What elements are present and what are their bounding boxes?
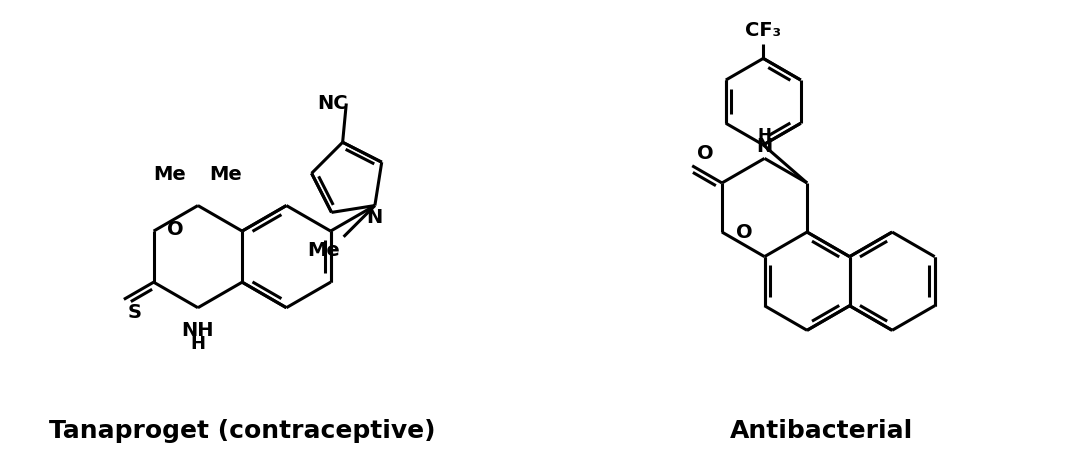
- Text: N: N: [367, 209, 383, 228]
- Text: Tanaproget (contraceptive): Tanaproget (contraceptive): [49, 419, 436, 443]
- Text: Me: Me: [306, 241, 340, 260]
- Text: N: N: [756, 137, 773, 156]
- Text: NH: NH: [181, 321, 214, 340]
- Text: H: H: [190, 335, 205, 353]
- Text: O: O: [167, 219, 185, 239]
- Text: O: O: [736, 223, 752, 242]
- Text: O: O: [697, 144, 713, 163]
- Text: CF₃: CF₃: [746, 21, 781, 40]
- Text: Me: Me: [153, 165, 186, 184]
- Text: Antibacterial: Antibacterial: [730, 419, 914, 443]
- Text: S: S: [127, 303, 141, 322]
- Text: H: H: [757, 126, 771, 144]
- Text: Me: Me: [209, 165, 243, 184]
- Text: NC: NC: [317, 94, 349, 113]
